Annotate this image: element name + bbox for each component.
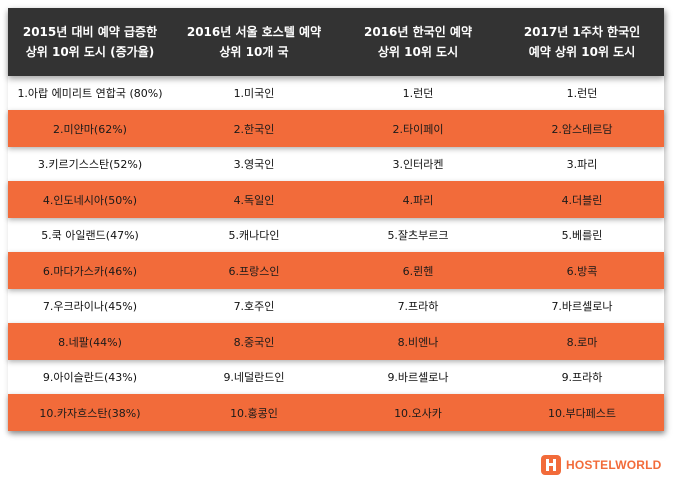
table-row: 7.우크라이나(45%) 7.호주인 7.프라하 7.바르셀로나 (8, 289, 664, 323)
table-cell: 1.런던 (402, 87, 434, 100)
header-cell: 2016년 한국인 예약 상위 10위 도시 (364, 25, 472, 59)
hostelworld-logo-icon (541, 455, 561, 475)
header-cell: 2016년 서울 호스텔 예약 상위 10개 국 (186, 25, 322, 59)
table-cell: 10.오사카 (394, 406, 442, 420)
table-row: 4.인도네시아(50%) 4.독일인 4.파리 4.더블린 (8, 181, 664, 218)
table-cell: 1.아랍 에미리트 연합국 (80%) (17, 87, 163, 100)
ranking-table: 2015년 대비 예약 급증한 상위 10위 도시 (증가율) 2016년 서울… (8, 8, 664, 431)
table-cell: 6.방콕 (566, 264, 598, 278)
table-cell: 5.베를린 (561, 229, 603, 242)
table-row: 6.마다가스카(46%) 6.프랑스인 6.뮌헨 6.방콕 (8, 252, 664, 289)
table-cell: 9.프라하 (561, 371, 603, 384)
table-cell: 6.뮌헨 (402, 264, 434, 278)
table-cell: 9.바르셀로나 (387, 371, 449, 384)
table-cell: 10.부다페스트 (547, 406, 617, 420)
table-cell: 6.프랑스인 (228, 264, 280, 278)
table-cell: 5.잘츠부르크 (387, 229, 449, 242)
table-cell: 8.로마 (566, 335, 598, 349)
table-cell: 3.인터라켄 (392, 158, 444, 171)
table-cell: 5.캐나다인 (228, 229, 280, 242)
header-cell: 2017년 1주차 한국인 예약 상위 10위 도시 (523, 25, 641, 59)
table-cell: 7.우크라이나(45%) (42, 300, 138, 313)
table-header: 2015년 대비 예약 급증한 상위 10위 도시 (증가율) 2016년 서울… (8, 8, 664, 76)
table-cell: 8.비엔나 (397, 335, 439, 349)
table-cell: 2.미얀마(62%) (53, 122, 127, 136)
table-row: 2.미얀마(62%) 2.한국인 2.타이페이 2.암스테르담 (8, 110, 664, 147)
table-cell: 7.바르셀로나 (551, 300, 613, 313)
table-cell: 2.타이페이 (392, 122, 444, 136)
table-cell: 3.키르기스스탄(52%) (37, 158, 143, 171)
hostelworld-logo: HOSTELWORLD (541, 455, 662, 475)
table-cell: 1.런던 (566, 87, 598, 100)
table-cell: 1.미국인 (233, 87, 275, 100)
table-cell: 7.호주인 (233, 300, 275, 313)
table-cell: 2.한국인 (233, 122, 275, 136)
table-cell: 5.쿡 아일랜드(47%) (41, 229, 139, 242)
table-cell: 7.프라하 (397, 300, 439, 313)
table-cell: 4.독일인 (233, 193, 275, 207)
table-cell: 2.암스테르담 (551, 122, 613, 136)
table-cell: 4.인도네시아(50%) (42, 193, 138, 207)
brand-name: HOSTELWORLD (566, 458, 662, 472)
table-cell: 3.파리 (566, 158, 598, 171)
table-row: 8.네팔(44%) 8.중국인 8.비엔나 8.로마 (8, 323, 664, 360)
table-cell: 4.파리 (402, 193, 434, 207)
table-cell: 3.영국인 (233, 158, 275, 171)
header-cell: 2015년 대비 예약 급증한 상위 10위 도시 (증가율) (22, 25, 158, 59)
table-row: 5.쿡 아일랜드(47%) 5.캐나다인 5.잘츠부르크 5.베를린 (8, 218, 664, 252)
table-cell: 9.네덜란드인 (223, 371, 285, 384)
table-cell: 6.마다가스카(46%) (42, 264, 138, 278)
table-cell: 9.아이슬란드(43%) (42, 371, 138, 384)
table-cell: 10.홍콩인 (230, 406, 278, 420)
table-cell: 10.카자흐스탄(38%) (39, 406, 141, 420)
table-row: 3.키르기스스탄(52%) 3.영국인 3.인터라켄 3.파리 (8, 147, 664, 181)
table-cell: 4.더블린 (561, 193, 603, 207)
table-row: 1.아랍 에미리트 연합국 (80%) 1.미국인 1.런던 1.런던 (8, 76, 664, 110)
table-row: 10.카자흐스탄(38%) 10.홍콩인 10.오사카 10.부다페스트 (8, 394, 664, 431)
table-cell: 8.중국인 (233, 335, 275, 349)
table-cell: 8.네팔(44%) (58, 335, 122, 349)
table-row: 9.아이슬란드(43%) 9.네덜란드인 9.바르셀로나 9.프라하 (8, 360, 664, 394)
table-body: 1.아랍 에미리트 연합국 (80%) 1.미국인 1.런던 1.런던 2.미얀… (8, 76, 664, 431)
